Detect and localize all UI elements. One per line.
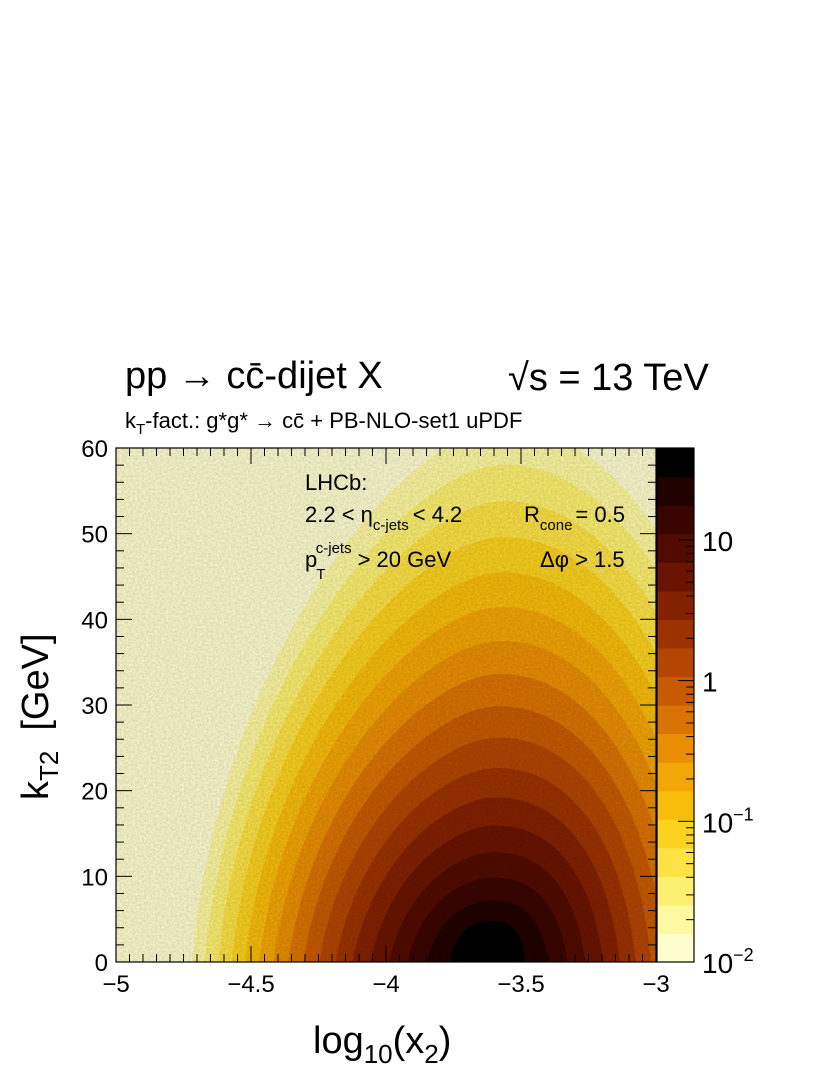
colorbar-band: [657, 476, 694, 506]
annotation-experiment: LHCb:: [305, 470, 367, 495]
y-tick-label: 0: [95, 950, 108, 977]
x-tick-label: −4.5: [227, 971, 274, 998]
annotation-dphi-cut: Δφ > 1.5: [540, 547, 625, 572]
y-axis-title: kT2[GeV]: [15, 634, 64, 801]
colorbar-band: [657, 647, 694, 678]
y-tick-label: 10: [81, 864, 108, 891]
colorbar: [657, 448, 694, 963]
x-tick-label: −5: [102, 971, 129, 998]
colorbar-band: [657, 590, 694, 620]
x-tick-label: −3: [642, 971, 669, 998]
colorbar-band: [657, 933, 694, 963]
colorbar-band: [657, 790, 694, 820]
annotation-eta-range: 2.2 < ηc-jets < 4.2: [305, 502, 462, 534]
heatmap-texture: [116, 448, 656, 962]
colorbar-band: [657, 819, 694, 849]
colorbar-axis: 10−2 10−1 1 10: [678, 454, 754, 979]
x-axis-title: log10(x2): [313, 1020, 451, 1069]
annotation-pt-cut: pTc-jets > 20 GeV: [305, 540, 451, 583]
y-axis: 0 10 20 30 40 50 60: [81, 436, 656, 977]
x-tick-label: −4: [372, 971, 399, 998]
colorbar-tick-label: 10−1: [702, 804, 754, 838]
y-tick-label: 50: [81, 522, 108, 549]
colorbar-tick-label: 10−2: [702, 945, 754, 979]
colorbar-band: [657, 733, 694, 763]
annotation-rcone: Rcone = 0.5: [524, 502, 625, 534]
chart-title: pp → cc̄-dijet X: [125, 355, 383, 397]
colorbar-band: [657, 533, 694, 563]
colorbar-band: [657, 762, 694, 792]
y-tick-label: 30: [81, 693, 108, 720]
colorbar-band: [657, 505, 694, 535]
colorbar-tick-label: 10: [702, 526, 733, 557]
colorbar-band: [657, 562, 694, 592]
colorbar-band: [657, 705, 694, 735]
x-axis: −5 −4.5 −4 −3.5 −3: [102, 448, 670, 998]
colorbar-band: [657, 676, 694, 706]
y-tick-label: 60: [81, 436, 108, 463]
colorbar-band: [657, 876, 694, 906]
y-tick-label: 40: [81, 607, 108, 634]
colorbar-band: [657, 619, 694, 649]
x-tick-label: −3.5: [497, 971, 544, 998]
energy-label: √s = 13 TeV: [508, 357, 709, 399]
colorbar-frame: [656, 447, 695, 963]
colorbar-tick-label: 1: [702, 667, 718, 698]
heatmap-area: [116, 448, 656, 962]
y-tick-label: 20: [81, 779, 108, 806]
chart-subtitle: kT-fact.: g*g* → cc̄ + PB-NLO-set1 uPDF: [125, 408, 522, 438]
